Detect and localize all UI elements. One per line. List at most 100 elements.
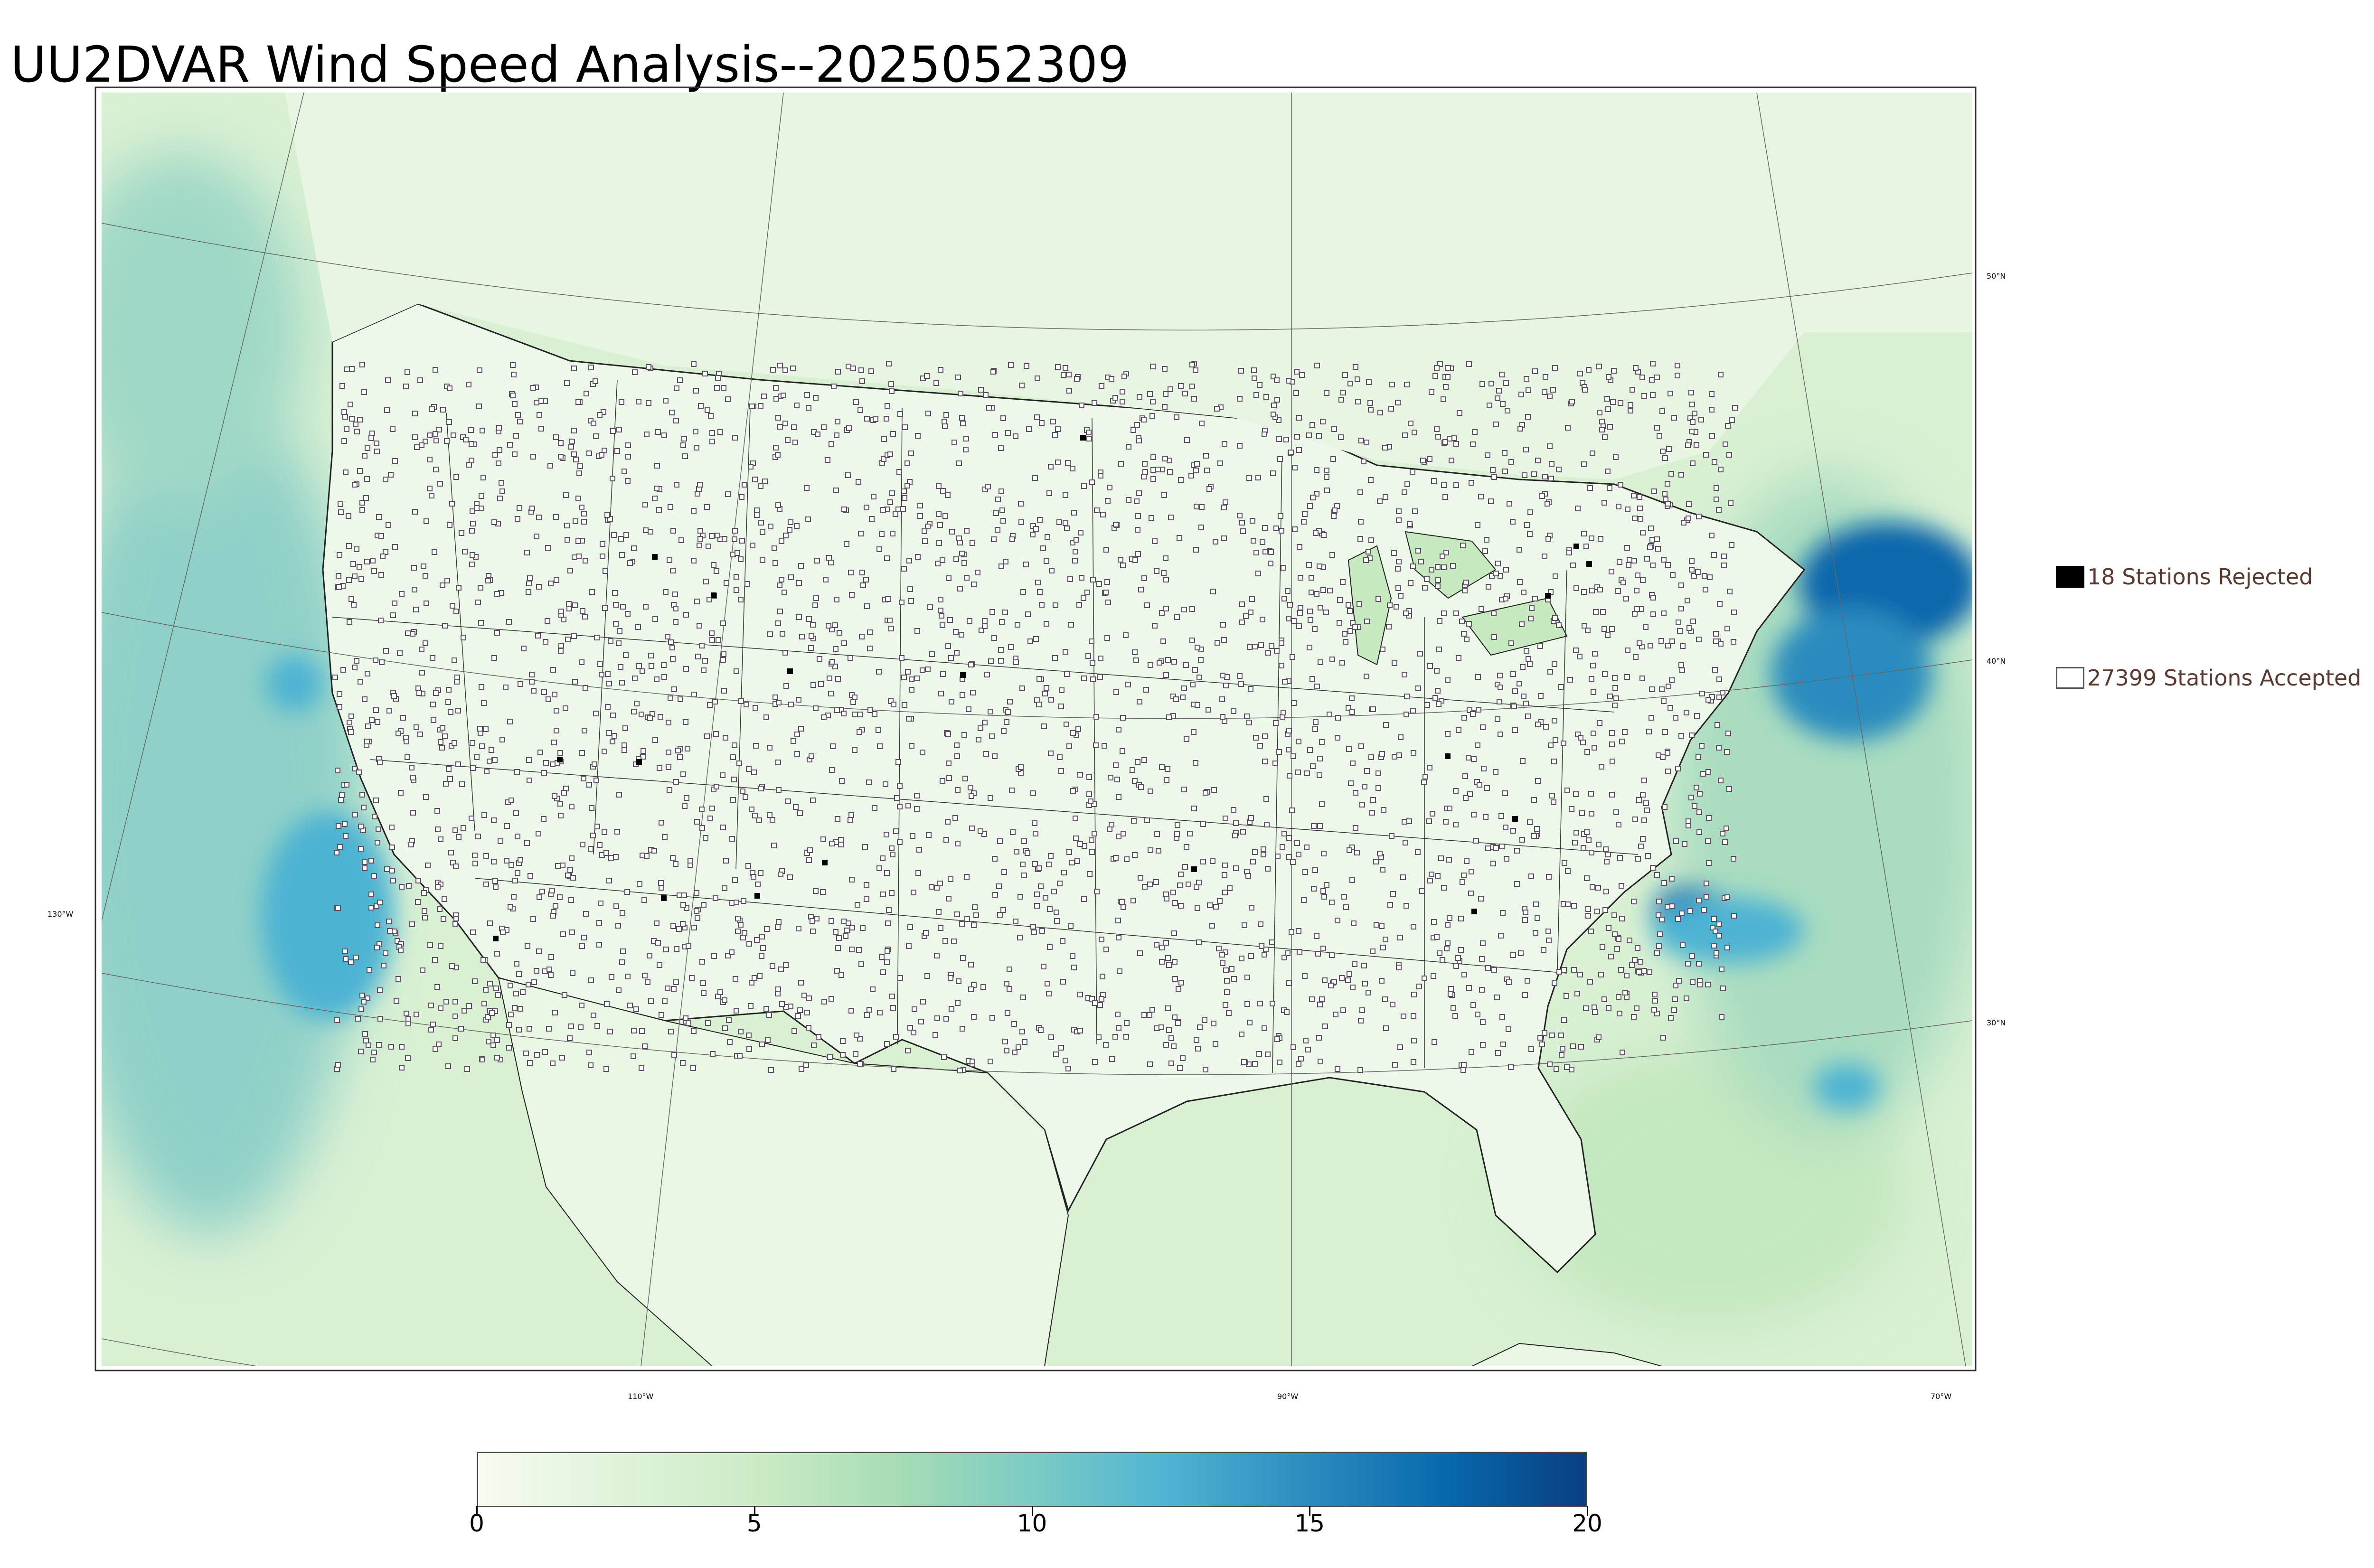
station-marker: [779, 538, 784, 544]
station-marker: [1178, 477, 1184, 483]
station-marker: [1019, 1029, 1025, 1034]
station-marker: [758, 520, 764, 526]
station-marker: [573, 457, 579, 462]
station-marker: [782, 590, 787, 595]
station-marker: [810, 622, 816, 628]
station-marker: [404, 1011, 409, 1016]
station-marker: [564, 523, 570, 528]
station-marker: [529, 506, 535, 511]
station-marker: [908, 451, 914, 456]
station-marker: [1114, 777, 1120, 782]
map-title: UU2DVAR Wind Speed Analysis--2025052309: [10, 36, 1130, 94]
station-marker: [1019, 685, 1025, 691]
station-marker: [691, 558, 697, 563]
station-marker: [1395, 585, 1401, 591]
station-marker: [887, 451, 893, 457]
station-marker: [552, 1010, 558, 1015]
station-marker: [915, 554, 921, 560]
station-marker: [1194, 884, 1199, 890]
station-marker: [749, 807, 754, 812]
station-marker: [732, 536, 737, 542]
station-marker: [1656, 912, 1661, 918]
station-marker: [1220, 622, 1226, 628]
station-marker: [1520, 758, 1526, 764]
station-marker: [1527, 509, 1533, 515]
station-marker: [1470, 711, 1476, 717]
station-marker: [1678, 606, 1684, 611]
station-marker: [496, 460, 501, 466]
station-marker: [1089, 638, 1094, 644]
station-marker: [960, 692, 965, 698]
california-moderate: [261, 812, 394, 1021]
station-marker: [1092, 831, 1097, 836]
station-marker: [1551, 759, 1557, 764]
station-marker: [433, 690, 439, 696]
station-marker: [1682, 841, 1687, 847]
station-marker: [1652, 992, 1658, 997]
station-marker: [1626, 562, 1631, 568]
station-marker: [1368, 477, 1374, 483]
station-marker: [964, 528, 970, 534]
station-marker: [1605, 852, 1611, 857]
station-marker: [1610, 399, 1616, 405]
station-marker: [1547, 1061, 1553, 1067]
station-marker: [1578, 735, 1583, 741]
station-marker: [1427, 878, 1433, 883]
station-marker: [438, 836, 443, 842]
rejected-station-marker: [661, 895, 667, 901]
station-marker: [1443, 550, 1449, 555]
station-marker: [925, 411, 931, 416]
station-marker: [711, 562, 716, 568]
station-marker: [999, 619, 1005, 625]
station-marker: [933, 1032, 938, 1038]
station-marker: [1343, 639, 1348, 645]
station-marker: [857, 729, 862, 735]
station-marker: [1310, 495, 1316, 500]
station-marker: [1640, 792, 1646, 798]
station-marker: [683, 1015, 688, 1021]
station-marker: [417, 732, 423, 737]
station-marker: [846, 425, 852, 431]
station-marker: [571, 451, 577, 457]
station-marker: [368, 435, 374, 441]
station-marker: [1295, 770, 1301, 775]
station-marker: [1358, 1018, 1364, 1023]
station-marker: [1423, 774, 1428, 779]
station-marker: [661, 662, 667, 668]
station-marker: [714, 385, 720, 391]
station-marker: [1402, 672, 1407, 677]
colorbar-tick-label: 5: [746, 1510, 762, 1537]
station-marker: [558, 648, 564, 654]
station-marker: [1177, 883, 1183, 888]
station-marker: [497, 496, 503, 501]
station-marker: [936, 909, 942, 915]
station-marker: [796, 697, 801, 703]
station-marker: [1032, 475, 1038, 481]
station-marker: [1668, 1015, 1674, 1021]
station-marker: [1587, 485, 1593, 491]
station-marker: [447, 776, 453, 782]
station-marker: [412, 509, 418, 515]
station-marker: [722, 536, 727, 542]
station-marker: [1342, 372, 1348, 378]
station-marker: [357, 564, 362, 570]
station-marker: [734, 1008, 739, 1014]
station-marker: [1636, 797, 1642, 803]
station-marker: [613, 854, 619, 860]
station-marker: [524, 550, 530, 555]
station-marker: [1269, 643, 1274, 649]
station-marker: [1725, 423, 1731, 429]
station-marker: [796, 614, 802, 620]
station-marker: [637, 881, 642, 887]
station-marker: [1637, 506, 1643, 511]
station-marker: [1191, 806, 1197, 811]
station-marker: [1560, 1046, 1565, 1052]
station-marker: [816, 1034, 821, 1040]
station-marker: [433, 367, 438, 373]
station-marker: [714, 568, 719, 574]
station-marker: [1244, 714, 1250, 719]
station-marker: [1610, 759, 1615, 764]
station-marker: [1159, 764, 1165, 770]
station-marker: [536, 584, 542, 590]
